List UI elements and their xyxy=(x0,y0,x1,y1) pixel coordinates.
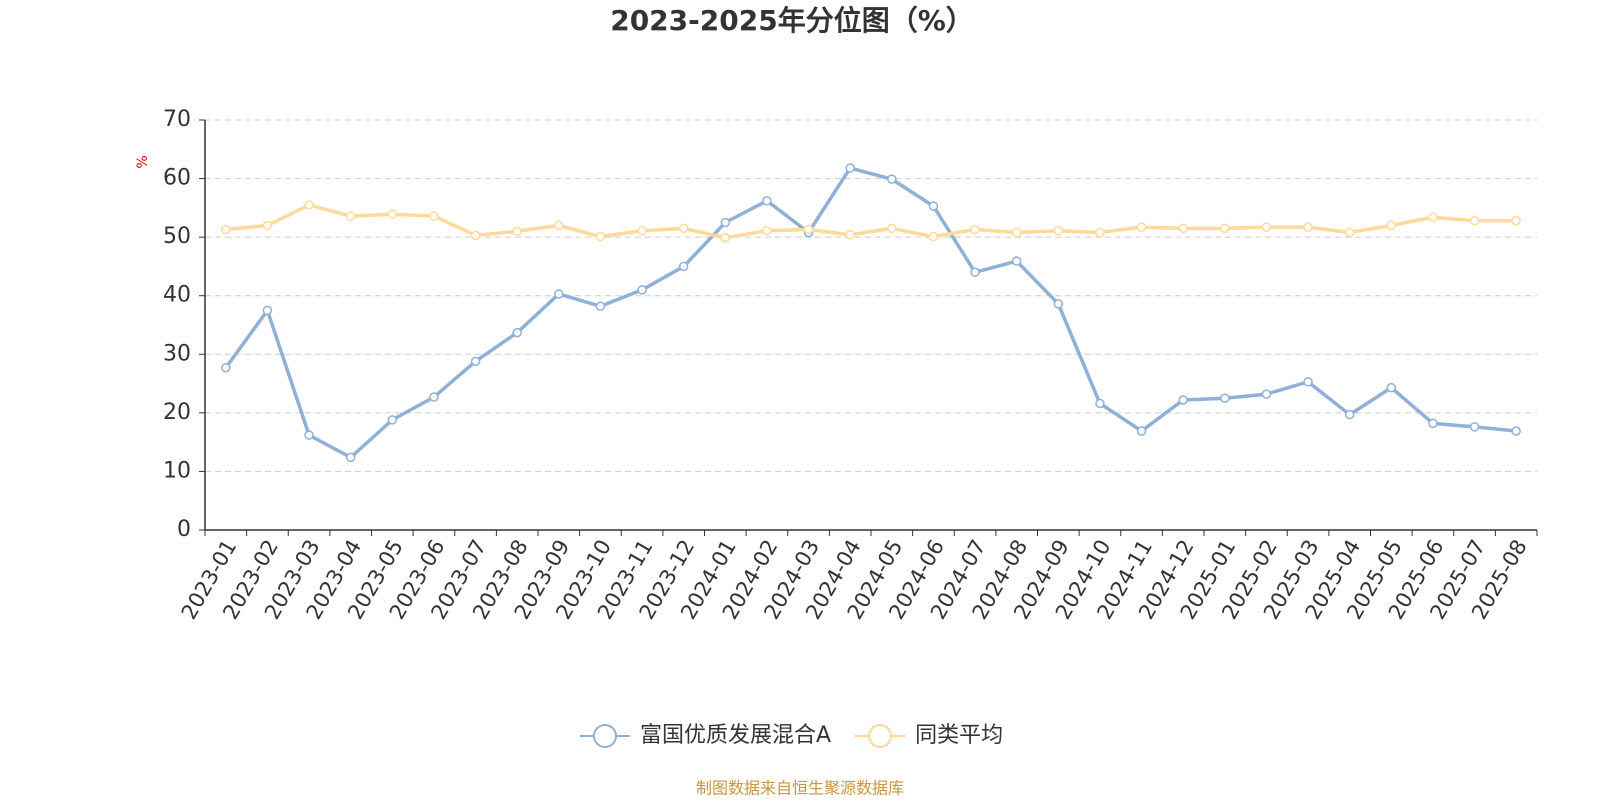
data-point xyxy=(1053,225,1064,236)
data-point xyxy=(1178,223,1188,234)
data-point xyxy=(637,225,647,236)
series-line xyxy=(225,203,1517,240)
y-tick-label: 50 xyxy=(163,224,191,249)
source-note: 制图数据来自恒生聚源数据库 xyxy=(696,779,904,798)
data-point xyxy=(345,211,356,221)
data-point xyxy=(1095,227,1105,238)
data-point xyxy=(803,224,814,235)
data-point xyxy=(595,301,606,312)
legend-marker xyxy=(868,724,893,748)
data-point xyxy=(1261,222,1272,232)
data-point xyxy=(1011,256,1022,266)
data-point xyxy=(1303,222,1313,232)
data-point xyxy=(387,209,398,220)
data-point xyxy=(387,415,398,425)
data-point xyxy=(762,225,772,236)
data-point xyxy=(762,196,772,206)
data-point xyxy=(554,289,564,299)
chart-title: 2023-2025年分位图（%） xyxy=(610,4,974,37)
data-point xyxy=(1511,426,1521,436)
y-tick-label: 30 xyxy=(163,341,191,366)
data-point xyxy=(221,224,231,235)
data-point xyxy=(887,223,897,234)
data-point xyxy=(1386,382,1397,393)
data-point xyxy=(928,231,939,242)
data-point xyxy=(1344,227,1355,238)
data-point xyxy=(470,230,481,241)
data-point xyxy=(512,327,522,338)
data-point xyxy=(1428,418,1438,429)
y-tick-label: 70 xyxy=(163,107,191,132)
data-point xyxy=(554,220,564,231)
data-point xyxy=(845,163,855,173)
legend-marker xyxy=(593,724,617,748)
data-point xyxy=(1344,409,1355,420)
data-point xyxy=(720,217,731,228)
data-point xyxy=(928,201,939,211)
data-point xyxy=(304,200,314,210)
data-point xyxy=(1095,398,1105,409)
data-point xyxy=(221,363,231,373)
data-point xyxy=(970,224,980,235)
legend-label: 富国优质发展混合A xyxy=(640,723,831,748)
data-point xyxy=(887,174,897,184)
data-point xyxy=(429,392,439,402)
data-point xyxy=(304,430,314,440)
data-point xyxy=(678,223,689,234)
data-point xyxy=(345,452,356,463)
data-point xyxy=(1136,426,1147,436)
data-point xyxy=(845,230,855,240)
data-point xyxy=(1011,227,1022,238)
y-tick-label: 40 xyxy=(163,283,191,308)
data-point xyxy=(970,267,980,278)
data-point xyxy=(1136,222,1147,232)
data-point xyxy=(429,211,439,221)
legend-label: 同类平均 xyxy=(915,723,1003,748)
data-point xyxy=(1261,389,1272,399)
data-point xyxy=(1386,220,1397,231)
y-tick-label: 10 xyxy=(163,458,191,483)
data-point xyxy=(637,285,647,295)
data-point xyxy=(1469,422,1480,432)
series-line xyxy=(224,166,1517,460)
y-tick-label: 20 xyxy=(163,400,191,425)
data-point xyxy=(1469,215,1480,226)
data-point xyxy=(678,261,689,272)
y-tick-label: 0 xyxy=(177,517,191,542)
data-point xyxy=(512,226,522,237)
data-point xyxy=(720,232,731,243)
data-point xyxy=(262,305,273,316)
data-point xyxy=(595,231,606,242)
data-point xyxy=(1511,215,1521,226)
data-point xyxy=(1220,393,1230,403)
data-point xyxy=(1053,299,1064,309)
data-point xyxy=(1178,395,1188,405)
data-point xyxy=(1220,223,1230,234)
data-point xyxy=(262,220,273,231)
data-point xyxy=(1303,377,1313,387)
y-tick-label: 60 xyxy=(163,166,191,191)
y-axis-label: % xyxy=(135,155,151,168)
data-point xyxy=(1428,212,1438,222)
data-point xyxy=(470,356,481,367)
